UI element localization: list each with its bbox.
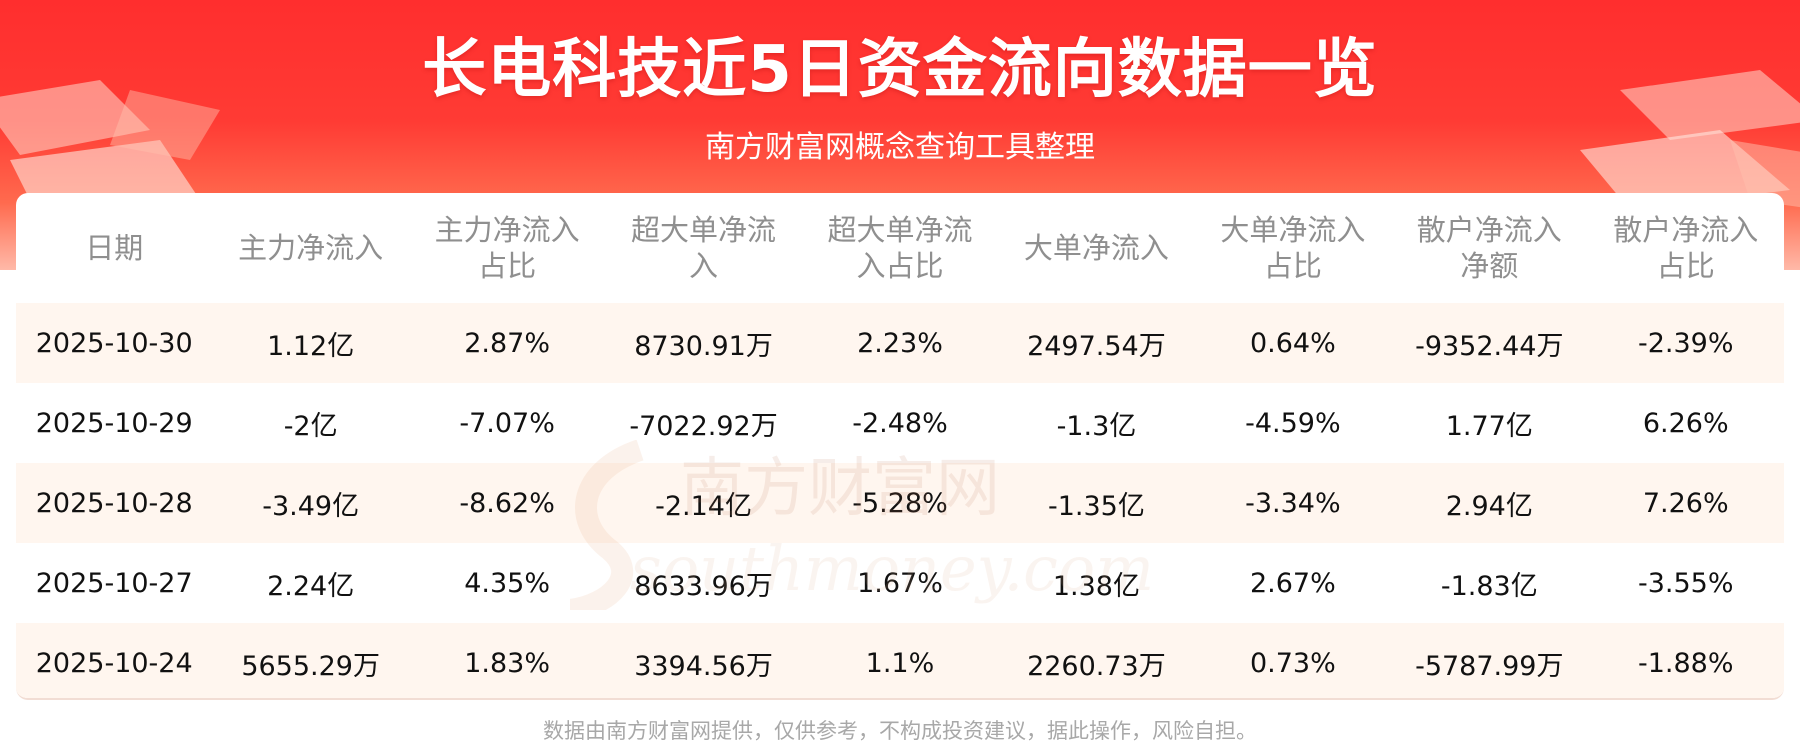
table-cell: 3394.56万	[605, 623, 802, 698]
table-cell: -1.3亿	[1056, 410, 1137, 442]
table-cell: -5787.99万	[1391, 623, 1588, 698]
data-table-card: 日期 主力净流入 主力净流入 占比 超大单净流入 超大单净流 入占比 大单净流入 大…	[16, 193, 1784, 700]
column-header: 大单净流入	[1023, 231, 1169, 265]
table-cell: -5.28%	[801, 463, 999, 543]
footer-disclaimer: 数据由南方财富网提供，仅供参考，不构成投资建议，据此操作，风险自担。	[543, 719, 1257, 743]
column-header: 超大单净流 入占比	[827, 213, 973, 283]
decorative-shapes-right	[1580, 70, 1800, 210]
page-title: 长电科技近5日资金流向数据一览	[422, 33, 1378, 107]
date-cell: 2025-10-30	[16, 303, 213, 383]
table-cell: 2.67%	[1249, 567, 1336, 599]
table-cell: 2.94亿	[1391, 463, 1588, 543]
table-cell: -1.88%	[1587, 623, 1784, 698]
table-row: 2025-10-28 -3.49亿 -8.62% -2.14亿 -5.28% -…	[16, 463, 1784, 543]
table-cell: 0.73%	[1194, 623, 1392, 698]
date-cell: 2025-10-28	[16, 463, 213, 543]
table-cell: 7.26%	[1587, 463, 1784, 543]
table-cell: -2.48%	[852, 407, 948, 439]
table-cell: -1.83亿	[1440, 570, 1538, 602]
table-cell: 1.1%	[801, 623, 999, 698]
date-cell: 2025-10-27	[35, 567, 193, 599]
column-header: 散户净流入 占比	[1613, 213, 1759, 283]
table-cell: -3.34%	[1194, 463, 1392, 543]
table-cell: -4.59%	[1245, 407, 1341, 439]
table-row: 2025-10-27 2.24亿 4.35% 8633.96万 1.67% 1.…	[16, 543, 1784, 623]
table-cell: -7.07%	[459, 407, 555, 439]
date-cell: 2025-10-29	[35, 407, 193, 439]
column-header: 主力净流入	[238, 231, 384, 265]
table-cell: -1.35亿	[998, 463, 1195, 543]
table-cell: 2.24亿	[267, 570, 355, 602]
table-cell: -8.62%	[408, 463, 606, 543]
table-cell: 8730.91万	[605, 303, 802, 383]
date-cell: 2025-10-24	[16, 623, 213, 698]
table-cell: 1.77亿	[1445, 410, 1533, 442]
table-cell: -2亿	[283, 410, 338, 442]
table-cell: 2.87%	[408, 303, 606, 383]
table-row: 2025-10-29 -2亿 -7.07% -7022.92万 -2.48% -…	[16, 383, 1784, 463]
table-cell: 1.12亿	[212, 303, 409, 383]
column-header: 主力净流入 占比	[434, 213, 580, 283]
table-cell: -3.55%	[1637, 567, 1734, 599]
table-cell: 2.23%	[801, 303, 999, 383]
table-cell: -2.14亿	[605, 463, 802, 543]
table-header-row: 日期 主力净流入 主力净流入 占比 超大单净流入 超大单净流 入占比 大单净流入 大…	[16, 193, 1784, 303]
table-row: 2025-10-30 1.12亿 2.87% 8730.91万 2.23% 24…	[16, 303, 1784, 383]
column-header: 超大单净流入	[631, 213, 777, 283]
table-cell: -7022.92万	[629, 410, 778, 442]
fund-flow-table: 日期 主力净流入 主力净流入 占比 超大单净流入 超大单净流 入占比 大单净流入 大…	[16, 193, 1784, 698]
table-cell: 1.67%	[857, 567, 943, 599]
table-cell: 1.83%	[408, 623, 606, 698]
column-header: 日期	[85, 231, 144, 265]
table-cell: 8633.96万	[634, 570, 773, 602]
table-cell: 1.38亿	[1052, 570, 1140, 602]
column-header: 大单净流入 占比	[1220, 213, 1366, 283]
column-header: 散户净流入 净额	[1416, 213, 1562, 283]
table-row: 2025-10-24 5655.29万 1.83% 3394.56万 1.1% …	[16, 623, 1784, 698]
table-cell: 2260.73万	[998, 623, 1195, 698]
table-cell: 5655.29万	[212, 623, 409, 698]
table-cell: -9352.44万	[1391, 303, 1588, 383]
table-cell: 4.35%	[464, 567, 550, 599]
table-cell: 0.64%	[1194, 303, 1392, 383]
table-cell: 6.26%	[1642, 407, 1729, 439]
page-subtitle: 南方财富网概念查询工具整理	[705, 130, 1095, 165]
table-cell: -3.49亿	[212, 463, 409, 543]
table-cell: -2.39%	[1587, 303, 1784, 383]
table-cell: 2497.54万	[998, 303, 1195, 383]
